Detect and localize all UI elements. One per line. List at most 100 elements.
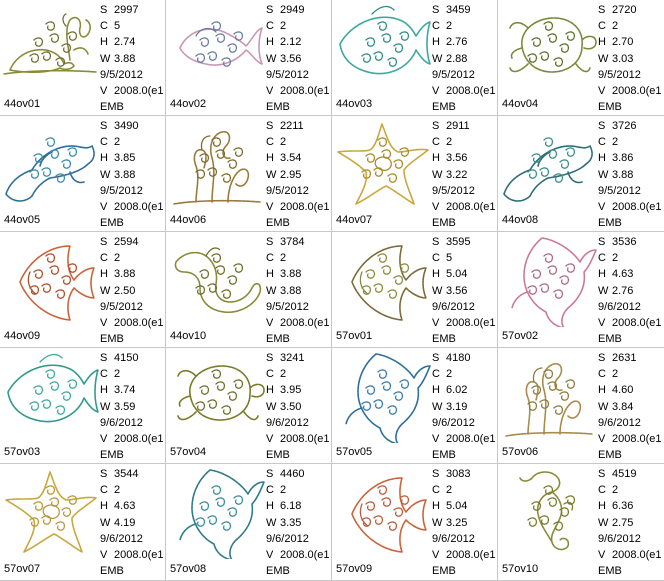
- date-value: 9/5/2012: [266, 300, 309, 313]
- design-tile[interactable]: S 3083 C 2 H 5.04 W 3.25 9/6/2012 V 2008.0(e1 EMB 57…: [332, 464, 498, 581]
- design-tile[interactable]: S 2911 C 2 H 3.56 W 3.22 9/5/2012 V 2008.0(e1 EMB 44…: [332, 116, 498, 232]
- info-row-width: W 3.22: [432, 167, 497, 183]
- design-tile[interactable]: S 4180 C 2 H 6.02 W 3.19 9/6/2012 V 2008.0(e1 EMB 57…: [332, 348, 498, 464]
- info-row-width: W 2.76: [598, 283, 664, 299]
- stitches-value: 2211: [280, 120, 304, 132]
- design-tile[interactable]: S 3595 C 5 H 5.04 W 3.56 9/6/2012 V 2008.0(e1 EMB 57…: [332, 232, 498, 348]
- colors-label: C: [100, 252, 108, 265]
- stitches-value: 3490: [114, 120, 139, 132]
- design-tile[interactable]: S 3544 C 2 H 4.63 W 4.19 9/6/2012 V 2008.0(e1 EMB 57…: [0, 464, 166, 581]
- height-label: H: [598, 384, 606, 397]
- info-row-width: W 3.56: [432, 283, 497, 299]
- info-row-height: H 6.36: [598, 498, 664, 514]
- date-value: 9/5/2012: [266, 68, 309, 81]
- colors-value: 5: [446, 252, 453, 265]
- version-value: 2008.0(e1: [446, 84, 496, 97]
- design-info: S 3083 C 2 H 5.04 W 3.25 9/6/2012 V 2008.0(e1 EMB: [432, 466, 497, 579]
- design-tile[interactable]: S 2211 C 2 H 3.54 W 2.95 9/5/2012 V 2008.0(e1 EMB 44…: [166, 116, 332, 232]
- dolphin-vert-embroidery-icon: [511, 237, 597, 327]
- colors-value: 2: [612, 20, 619, 33]
- height-label: H: [100, 500, 108, 513]
- design-tile[interactable]: S 3490 C 2 H 3.85 W 3.88 9/5/2012 V 2008.0(e1 EMB 44…: [0, 116, 166, 232]
- colors-label: C: [266, 484, 274, 497]
- version-label: V: [100, 432, 108, 445]
- design-tile[interactable]: S 3241 C 2 H 3.95 W 3.50 9/6/2012 V 2008.0(e1 EMB 57…: [166, 348, 332, 464]
- info-row-date: 9/5/2012: [598, 67, 664, 83]
- version-value: 2008.0(e1: [612, 84, 662, 97]
- stitches-label: S: [432, 352, 440, 364]
- info-row-date: 9/5/2012: [100, 183, 165, 199]
- date-value: 9/5/2012: [598, 184, 641, 197]
- info-row-format: EMB: [598, 331, 664, 347]
- version-value: 2008.0(e1: [280, 548, 330, 561]
- design-tile[interactable]: S 3536 C 2 H 4.63 W 2.76 9/6/2012 V 2008.0(e1 EMB 57…: [498, 232, 664, 348]
- info-row-version: V 2008.0(e1: [432, 431, 497, 447]
- design-tile[interactable]: S 2594 C 2 H 3.88 W 2.50 9/5/2012 V 2008.0(e1 EMB 44…: [0, 232, 166, 348]
- info-row-version: V 2008.0(e1: [100, 431, 165, 447]
- width-label: W: [432, 516, 443, 529]
- stitches-value: 4519: [612, 468, 637, 480]
- info-row-stitches: S 2720: [598, 2, 664, 18]
- stitches-label: S: [432, 4, 440, 16]
- info-row-version: V 2008.0(e1: [598, 83, 664, 99]
- height-value: 5.04: [446, 500, 468, 513]
- version-value: 2008.0(e1: [280, 316, 330, 329]
- design-info: S 2911 C 2 H 3.56 W 3.22 9/5/2012 V 2008.0(e1 EMB: [432, 118, 497, 231]
- info-row-version: V 2008.0(e1: [598, 199, 664, 215]
- version-value: 2008.0(e1: [114, 548, 164, 561]
- design-info: S 2211 C 2 H 3.54 W 2.95 9/5/2012 V 2008.0(e1 EMB: [266, 118, 331, 231]
- design-tile[interactable]: S 3459 C 2 H 2.76 W 2.88 9/5/2012 V 2008.0(e1 EMB 44…: [332, 0, 498, 116]
- design-tile[interactable]: S 3726 C 2 H 3.86 W 3.88 9/5/2012 V 2008.0(e1 EMB 44…: [498, 116, 664, 232]
- colors-label: C: [266, 368, 274, 381]
- info-row-date: 9/6/2012: [432, 415, 497, 431]
- info-row-format: EMB: [100, 563, 165, 579]
- design-tile[interactable]: S 2997 C 5 H 2.74 W 3.88 9/5/2012 V 2008.0(e1 EMB 44…: [0, 0, 166, 116]
- design-tile[interactable]: S 4460 C 2 H 6.18 W 3.35 9/6/2012 V 2008.0(e1 EMB 57…: [166, 464, 332, 581]
- design-tile[interactable]: S 4519 C 2 H 6.36 W 2.75 9/6/2012 V 2008.0(e1 EMB 57…: [498, 464, 664, 581]
- info-row-stitches: S 3726: [598, 118, 664, 134]
- stitches-label: S: [432, 120, 440, 132]
- height-label: H: [266, 152, 274, 165]
- info-row-date: 9/6/2012: [598, 299, 664, 315]
- date-value: 9/6/2012: [598, 300, 641, 313]
- info-row-date: 9/6/2012: [266, 415, 331, 431]
- info-row-stitches: S 2211: [266, 118, 331, 134]
- design-info: S 4150 C 2 H 3.74 W 3.59 9/6/2012 V 2008.0(e1 EMB: [100, 350, 165, 463]
- info-row-width: W 2.88: [432, 51, 497, 67]
- starfish-embroidery-icon: [5, 471, 97, 553]
- width-label: W: [432, 400, 443, 413]
- version-value: 2008.0(e1: [114, 432, 164, 445]
- colors-value: 2: [446, 136, 453, 149]
- info-row-format: EMB: [266, 215, 331, 231]
- height-value: 6.18: [280, 500, 302, 513]
- info-row-height: H 3.54: [266, 150, 331, 166]
- angelfish-wide-embroidery-icon: [339, 5, 431, 75]
- info-row-width: W 3.88: [598, 167, 664, 183]
- height-label: H: [598, 36, 606, 49]
- colors-label: C: [266, 136, 274, 149]
- design-tile[interactable]: S 2720 C 2 H 2.70 W 3.03 9/5/2012 V 2008.0(e1 EMB 44…: [498, 0, 664, 116]
- design-tile[interactable]: S 2949 C 2 H 2.12 W 3.56 9/5/2012 V 2008.0(e1 EMB 44…: [166, 0, 332, 116]
- design-tile[interactable]: S 2631 C 2 H 4.60 W 3.84 9/6/2012 V 2008.0(e1 EMB 57…: [498, 348, 664, 464]
- height-label: H: [598, 152, 606, 165]
- height-label: H: [598, 500, 606, 513]
- design-filename: 57ov09: [336, 563, 373, 575]
- info-row-version: V 2008.0(e1: [432, 315, 497, 331]
- width-value: 4.19: [114, 516, 136, 529]
- height-value: 2.76: [446, 36, 468, 49]
- colors-label: C: [432, 484, 440, 497]
- colors-label: C: [432, 252, 440, 265]
- info-row-height: H 6.18: [266, 498, 331, 514]
- colors-value: 2: [114, 368, 121, 381]
- info-row-height: H 4.63: [100, 498, 165, 514]
- version-value: 2008.0(e1: [612, 432, 662, 445]
- height-value: 2.12: [280, 36, 302, 49]
- info-row-width: W 3.03: [598, 51, 664, 67]
- info-row-width: W 3.88: [100, 51, 165, 67]
- design-tile[interactable]: S 4150 C 2 H 3.74 W 3.59 9/6/2012 V 2008.0(e1 EMB 57…: [0, 348, 166, 464]
- design-tile[interactable]: S 3784 C 2 H 3.88 W 3.88 9/5/2012 V 2008.0(e1 EMB 44…: [166, 232, 332, 348]
- design-filename: 44ov05: [4, 214, 41, 226]
